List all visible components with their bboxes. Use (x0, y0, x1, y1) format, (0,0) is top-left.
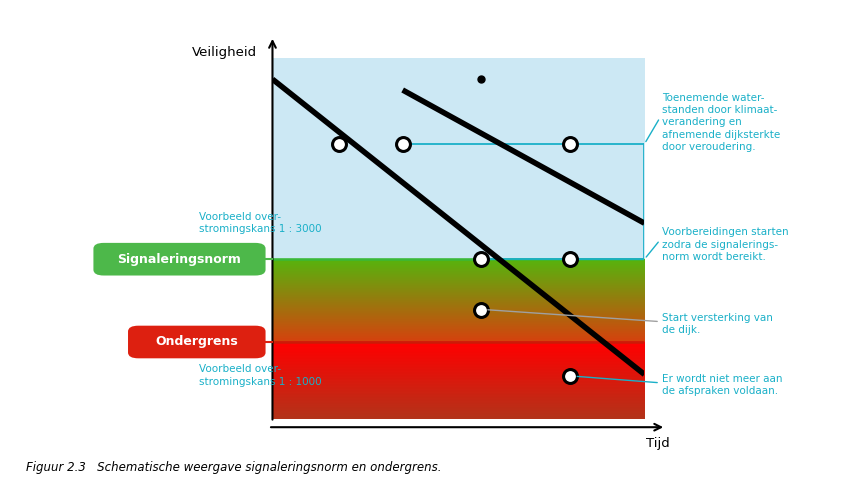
Text: Er wordt niet meer aan
de afspraken voldaan.: Er wordt niet meer aan de afspraken vold… (662, 374, 782, 396)
Text: Tijd: Tijd (645, 437, 670, 451)
Text: Figuur 2.3   Schematische weergave signaleringsnorm en ondergrens.: Figuur 2.3 Schematische weergave signale… (26, 461, 441, 475)
FancyBboxPatch shape (93, 243, 266, 276)
Text: Voorbeeld over-
stromingskans 1 : 3000: Voorbeeld over- stromingskans 1 : 3000 (199, 212, 322, 234)
Text: Toenemende water-
standen door klimaat-
verandering en
afnemende dijksterkte
doo: Toenemende water- standen door klimaat- … (662, 93, 780, 152)
Text: Start versterking van
de dijk.: Start versterking van de dijk. (662, 313, 772, 335)
Text: Ondergrens: Ondergrens (156, 336, 238, 348)
Text: Signaleringsnorm: Signaleringsnorm (118, 252, 241, 266)
FancyBboxPatch shape (128, 326, 266, 358)
Text: Veiligheid: Veiligheid (192, 46, 258, 60)
Text: Voorbereidingen starten
zodra de signalerings-
norm wordt bereikt.: Voorbereidingen starten zodra de signale… (662, 228, 788, 262)
Text: Voorbeeld over-
stromingskans 1 : 1000: Voorbeeld over- stromingskans 1 : 1000 (199, 364, 322, 387)
